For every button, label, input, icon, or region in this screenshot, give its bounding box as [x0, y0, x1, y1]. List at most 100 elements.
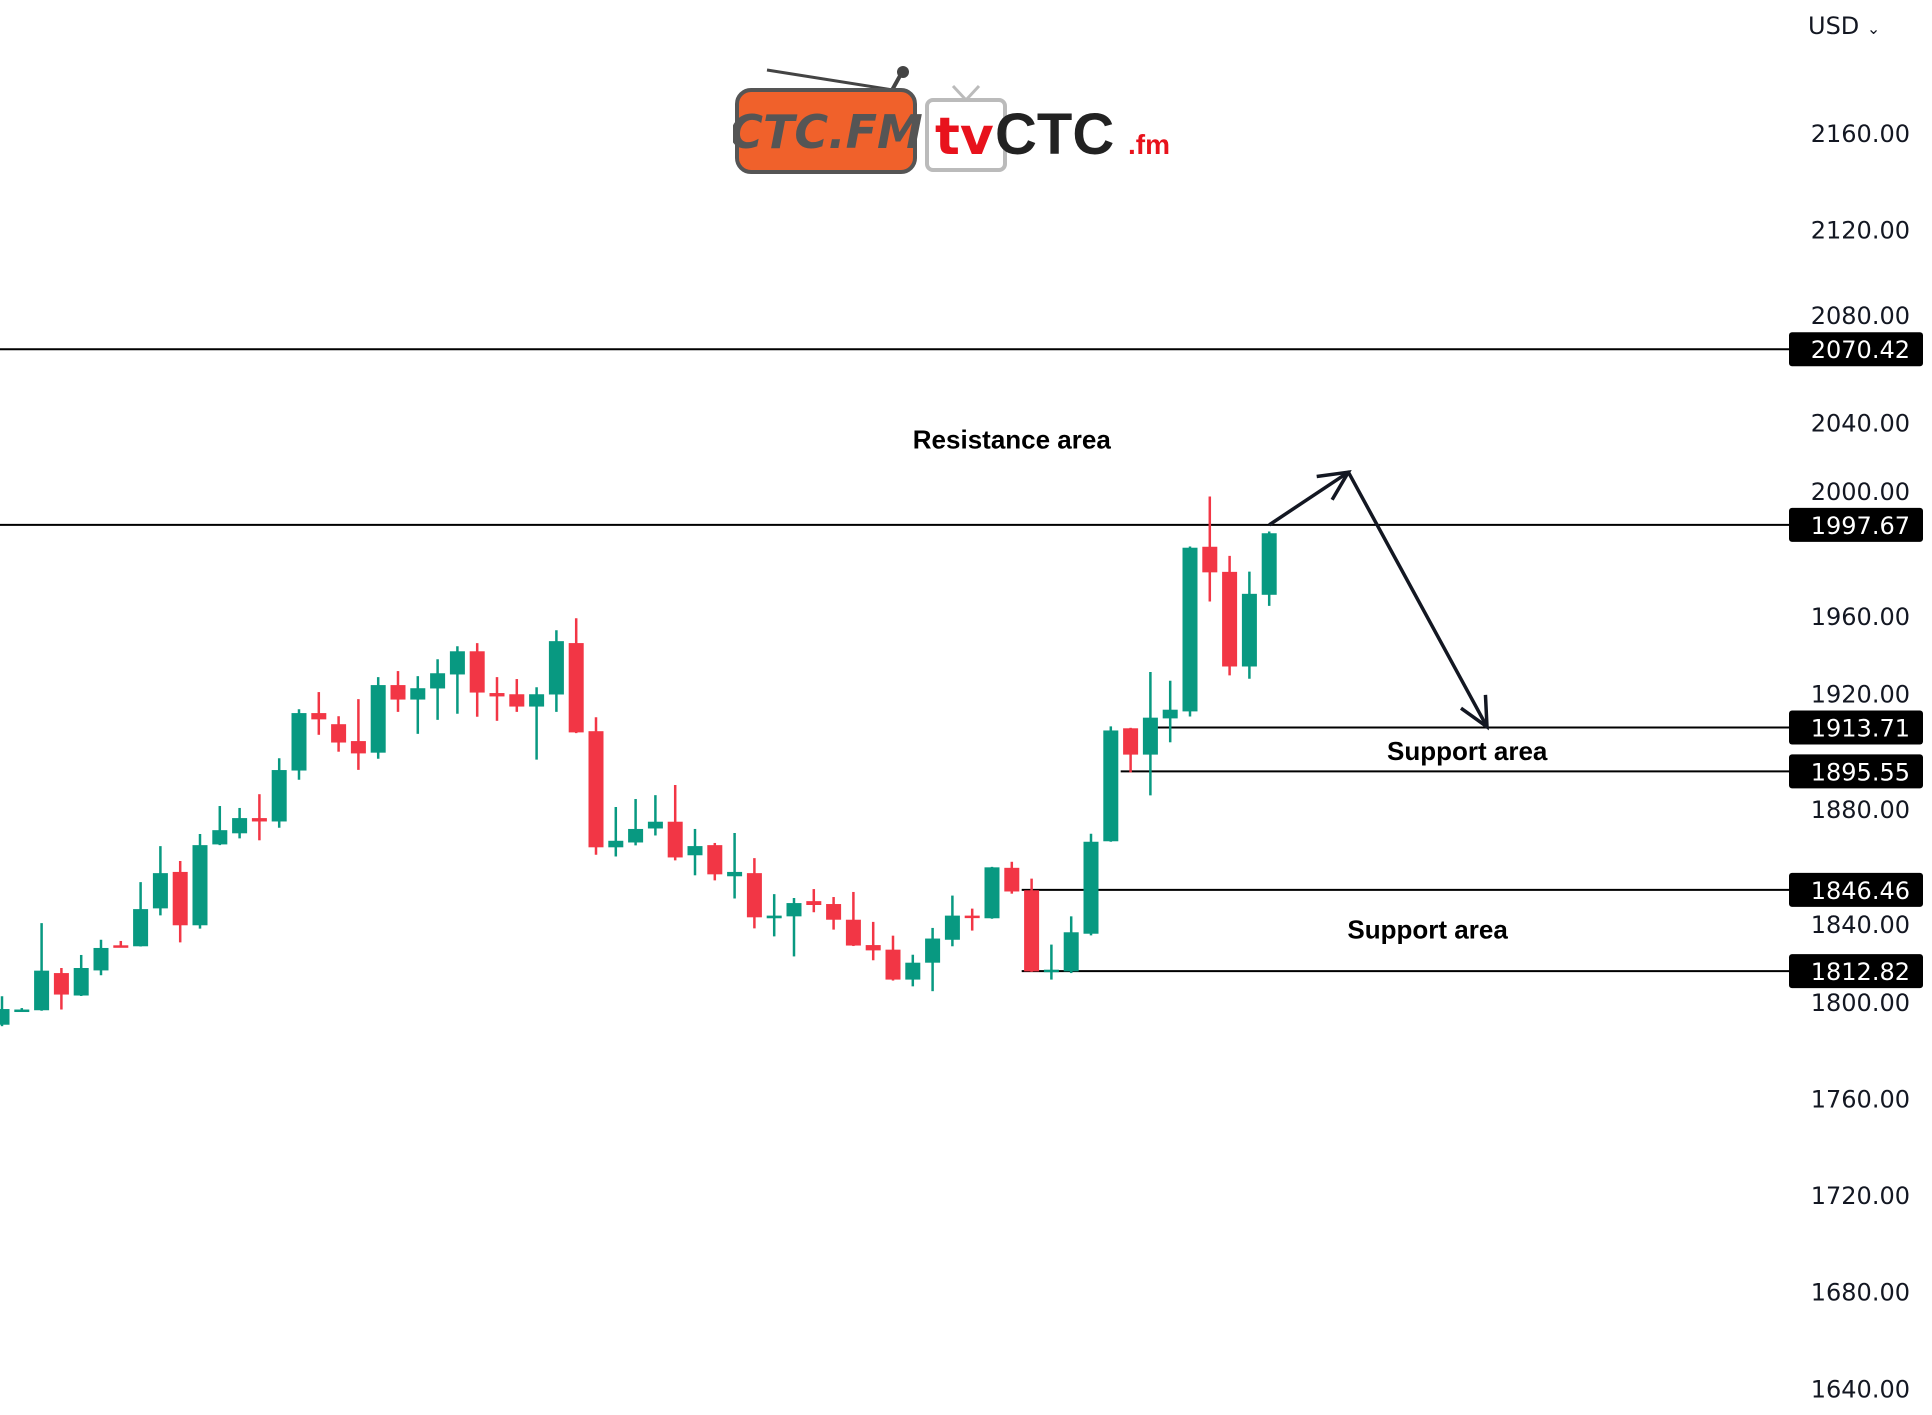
y-tick-label: 2000.00 — [1811, 478, 1910, 506]
candle — [707, 842, 723, 881]
candle — [548, 630, 564, 712]
y-tick-label: 1920.00 — [1811, 681, 1910, 709]
candle — [687, 828, 703, 876]
projection-arrow — [1268, 469, 1489, 731]
price-labels: 2070.42 1997.67 1913.71 1895.55 1846.46 1812.… — [1789, 332, 1923, 989]
candle-body — [152, 873, 168, 909]
candle — [746, 858, 762, 929]
annotations: Resistance area Support area Support area — [913, 425, 1548, 945]
logo-left-text: CTC.FM — [733, 105, 923, 159]
candle — [1202, 496, 1218, 602]
candle — [430, 659, 446, 720]
candle — [449, 646, 465, 714]
candle — [331, 716, 347, 752]
candle — [1162, 680, 1178, 743]
candles — [0, 496, 1277, 1027]
horizontal-levels — [0, 348, 1789, 973]
candle-body — [311, 713, 327, 720]
candle — [34, 923, 50, 1011]
candle-body — [113, 945, 129, 948]
price-axis[interactable]: 2160.00 2120.00 2080.00 2040.00 2000.00 1960.… — [1811, 120, 1910, 1403]
y-tick-label: 1960.00 — [1811, 603, 1910, 631]
candle — [1222, 555, 1238, 676]
price-label: 1846.46 — [1811, 877, 1910, 905]
candle-body — [251, 818, 267, 822]
candle — [786, 897, 802, 957]
logo-suffix-text: .fm — [1128, 129, 1170, 160]
candle-body — [1182, 547, 1198, 712]
price-label-box — [1789, 507, 1923, 542]
candle-body — [93, 947, 109, 971]
currency-selector[interactable]: USD ⌄ — [1808, 12, 1880, 40]
price-label-box — [1789, 754, 1923, 789]
candle — [1004, 861, 1020, 894]
candle — [370, 677, 386, 759]
price-label: 1895.55 — [1811, 758, 1910, 786]
candle — [944, 895, 960, 947]
annotation-label: Resistance area — [913, 425, 1112, 455]
candle — [350, 699, 366, 770]
currency-label: USD — [1808, 12, 1860, 40]
y-tick-label: 1800.00 — [1811, 989, 1910, 1017]
y-tick-label: 1720.00 — [1811, 1182, 1910, 1210]
candle — [1241, 571, 1257, 679]
candle — [865, 921, 881, 961]
candle-body — [1162, 709, 1178, 719]
candle-body — [53, 973, 69, 995]
logo-tv-text: tv — [935, 107, 994, 167]
y-tick-label: 2120.00 — [1811, 217, 1910, 245]
candle — [766, 894, 782, 937]
y-tick-label: 2160.00 — [1811, 120, 1910, 148]
candle — [53, 968, 69, 1010]
candle-body — [449, 651, 465, 675]
candle-body — [232, 818, 248, 834]
candle-body — [786, 903, 802, 917]
candle — [925, 927, 941, 992]
candle — [1123, 727, 1139, 773]
candle-body — [766, 915, 782, 919]
candle-body — [628, 828, 644, 843]
price-label-box — [1789, 872, 1923, 907]
candle — [152, 846, 168, 916]
candle — [727, 833, 743, 899]
candle-body — [291, 713, 307, 771]
candle-body — [1083, 841, 1099, 934]
candle-body — [271, 770, 287, 822]
candle-body — [588, 731, 604, 848]
candle-body — [1063, 932, 1079, 972]
candle-body — [390, 685, 406, 700]
candle-body — [865, 945, 881, 951]
annotation-label: Support area — [1347, 915, 1508, 945]
candle-body — [469, 651, 485, 693]
candle — [469, 643, 485, 717]
candle-body — [667, 821, 683, 858]
price-label: 1812.82 — [1811, 958, 1910, 986]
candle — [826, 897, 842, 930]
candle — [845, 891, 861, 947]
candle-body — [1241, 593, 1257, 667]
candle — [410, 676, 426, 734]
y-tick-label: 1680.00 — [1811, 1279, 1910, 1307]
candle-body — [529, 694, 545, 707]
annotation-label: Support area — [1387, 736, 1548, 766]
candle — [1103, 726, 1119, 842]
candle — [73, 954, 89, 997]
candle — [905, 954, 921, 987]
candle-body — [568, 643, 584, 733]
candle — [390, 671, 406, 712]
candle-body — [133, 909, 149, 947]
y-tick-label: 2040.00 — [1811, 410, 1910, 438]
candle-body — [707, 845, 723, 875]
candle-body — [885, 949, 901, 980]
candle-body — [647, 821, 663, 829]
candle-body — [1202, 546, 1218, 573]
candle-body — [608, 840, 624, 848]
candle — [271, 758, 287, 828]
candle — [1142, 672, 1158, 796]
chevron-down-icon: ⌄ — [1866, 19, 1881, 38]
candle — [667, 785, 683, 861]
candle-body — [687, 846, 703, 856]
candle-body — [172, 871, 188, 926]
candle — [212, 806, 228, 846]
